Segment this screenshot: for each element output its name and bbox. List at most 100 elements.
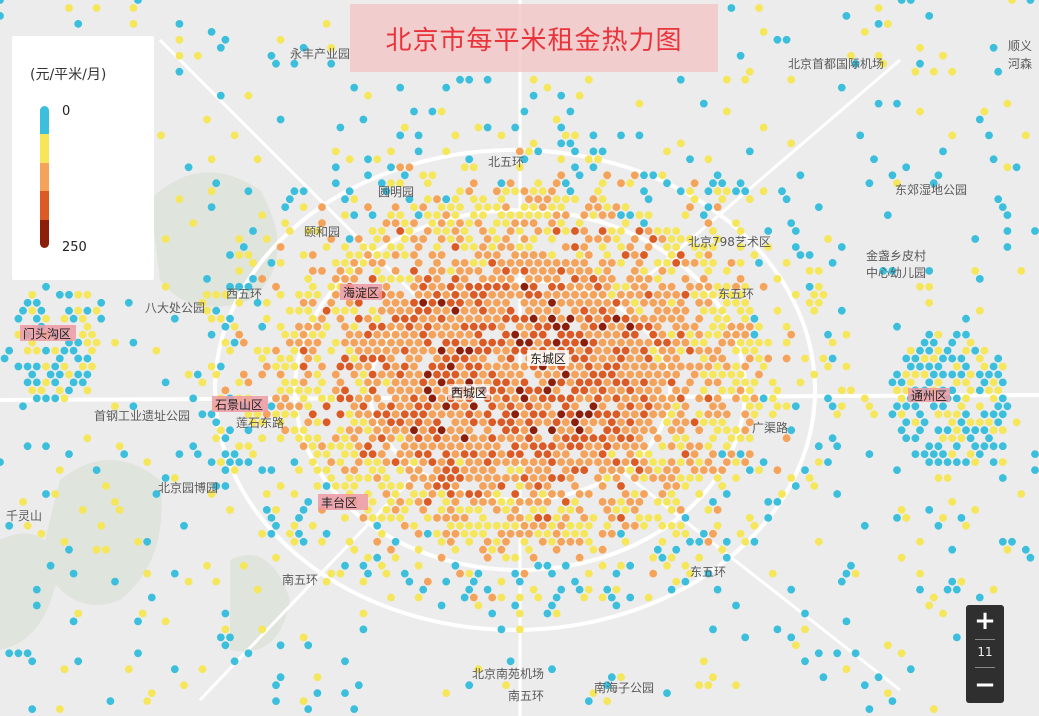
rent-hex-cell (975, 306, 984, 315)
rent-hex-cell (520, 203, 529, 212)
rent-hex-cell (598, 482, 607, 490)
rent-hex-cell (681, 306, 690, 315)
rent-hex-cell (653, 498, 662, 506)
rent-hex-cell (405, 195, 414, 204)
rent-hex-cell (612, 330, 621, 339)
rent-hex-cell (649, 298, 658, 307)
rent-hex-cell (276, 434, 285, 443)
rent-hex-cell (681, 322, 690, 331)
rent-hex-cell (787, 139, 796, 148)
rent-hex-cell (396, 450, 405, 458)
rent-hex-cell (423, 322, 432, 331)
rent-hex-cell (400, 346, 409, 355)
rent-hex-cell (479, 418, 487, 427)
rent-hex-cell (419, 410, 428, 419)
rent-hex-cell (782, 402, 791, 411)
rent-hex-cell (566, 394, 575, 403)
rent-hex-cell (557, 267, 566, 275)
rent-hex-cell (253, 346, 262, 355)
rent-hex-cell (998, 203, 1007, 212)
rent-hex-cell (230, 322, 239, 331)
rent-hex-cell (1008, 0, 1016, 4)
rent-hex-cell (456, 235, 464, 243)
rent-hex-cell (433, 322, 441, 331)
rent-hex-cell (750, 394, 759, 403)
rent-hex-cell (943, 410, 952, 419)
zoom-in-button[interactable]: + (974, 606, 996, 636)
rent-hex-cell (400, 298, 409, 307)
rent-hex-cell (428, 362, 437, 371)
rent-hex-cell (874, 51, 883, 60)
rent-hex-cell (308, 458, 317, 466)
rent-hex-cell (741, 378, 750, 387)
rent-hex-cell (538, 203, 547, 212)
rent-hex-cell (603, 521, 612, 530)
rent-hex-cell (589, 131, 598, 140)
rent-hex-cell (902, 514, 911, 522)
rent-hex-cell (396, 466, 405, 474)
rent-hex-cell (488, 545, 497, 554)
rent-hex-cell (161, 282, 170, 291)
rent-hex-cell (575, 171, 584, 180)
rent-hex-cell (460, 227, 469, 235)
rent-hex-cell (520, 458, 529, 466)
rent-hex-cell (612, 585, 621, 594)
rent-hex-cell (529, 442, 538, 451)
rent-hex-cell (538, 458, 547, 466)
rent-hex-cell (423, 434, 432, 443)
rent-hex-cell (313, 322, 322, 331)
district-label: 通州区 (911, 389, 947, 403)
rent-hex-cell (575, 410, 584, 419)
rent-hex-cell (506, 434, 515, 443)
rent-hex-cell (433, 227, 441, 235)
rent-hex-cell (419, 171, 428, 180)
rent-hex-cell (676, 442, 685, 451)
rent-hex-cell (382, 346, 391, 355)
rent-hex-cell (368, 211, 377, 220)
rent-hex-cell (345, 474, 354, 482)
rent-hex-cell (994, 67, 1003, 76)
rent-hex-cell (23, 649, 32, 658)
rent-hex-cell (713, 330, 722, 339)
rent-hex-cell (759, 28, 768, 36)
rent-hex-cell (428, 442, 437, 451)
rent-hex-cell (396, 131, 405, 140)
rent-hex-cell (203, 306, 211, 315)
rent-hex-cell (483, 123, 492, 132)
rent-hex-cell (699, 529, 708, 538)
rent-hex-cell (732, 187, 740, 196)
rent-hex-cell (497, 354, 506, 363)
rent-hex-cell (989, 410, 998, 419)
rent-hex-cell (304, 402, 313, 411)
rent-hex-cell (658, 410, 667, 419)
rent-hex-cell (626, 306, 635, 315)
rent-hex-cell (345, 251, 354, 259)
rent-hex-cell (377, 338, 386, 347)
rent-hex-cell (345, 298, 354, 307)
rent-hex-cell (65, 386, 73, 395)
rent-hex-cell (676, 235, 685, 243)
rent-hex-cell (465, 426, 474, 435)
rent-hex-cell (603, 681, 612, 690)
rent-hex-cell (745, 338, 754, 347)
rent-hex-cell (276, 386, 285, 395)
rent-hex-cell (258, 418, 267, 427)
rent-hex-cell (405, 577, 414, 586)
zoom-out-button[interactable]: − (974, 670, 996, 700)
rent-hex-cell (65, 290, 73, 299)
map-label: 八大处公园 (145, 301, 205, 315)
rent-hex-cell (272, 697, 280, 705)
rent-hex-cell (925, 362, 934, 371)
rent-hex-cell (506, 227, 515, 235)
rent-hex-cell (594, 458, 602, 466)
rent-hex-cell (764, 243, 773, 251)
rent-hex-cell (396, 386, 405, 395)
rent-hex-cell (690, 243, 699, 251)
rent-hex-cell (221, 641, 230, 650)
rent-hex-cell (364, 474, 372, 482)
rent-hex-cell (571, 227, 579, 235)
rent-hex-cell (382, 362, 391, 371)
rent-hex-cell (681, 338, 690, 347)
rent-hex-cell (957, 354, 966, 363)
